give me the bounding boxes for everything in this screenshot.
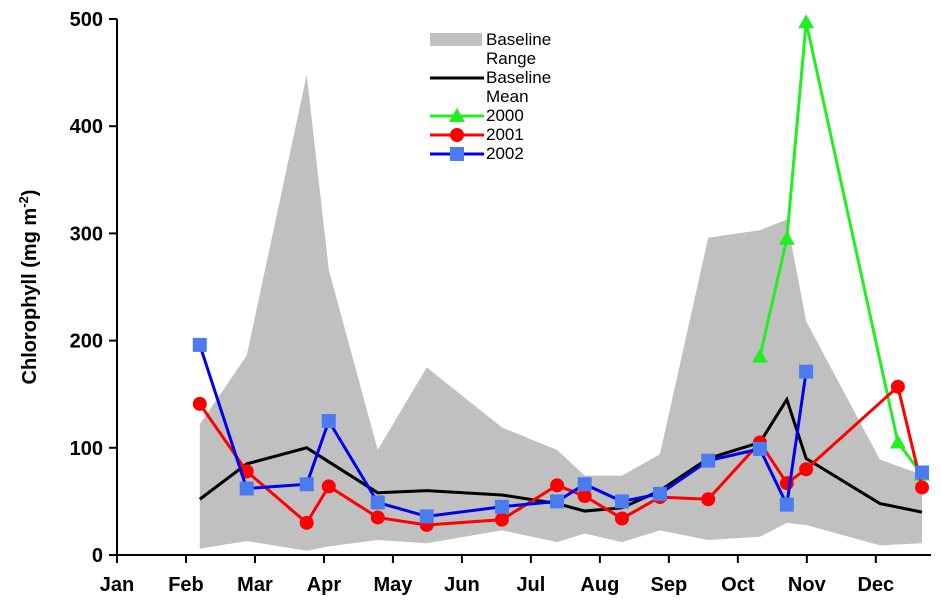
point	[799, 462, 814, 477]
point	[889, 434, 906, 449]
y-tick-label: 300	[70, 223, 103, 245]
legend-label: 2002	[486, 144, 524, 163]
point	[321, 479, 336, 494]
point	[299, 477, 314, 492]
legend-entry: Baseline Range	[428, 30, 578, 68]
legend-symbol	[430, 76, 484, 80]
point	[299, 515, 314, 530]
point	[419, 509, 434, 524]
range-area	[199, 74, 923, 551]
x-tick-label: Apr	[307, 574, 342, 596]
point	[370, 495, 385, 510]
x-tick-label: Jun	[444, 574, 480, 596]
y-tick-label: 500	[70, 9, 103, 31]
point	[192, 337, 207, 352]
legend-symbol	[430, 147, 484, 161]
x-tick-label: May	[373, 574, 413, 596]
legend: Baseline Range Baseline Mean 2000 2001 2002	[428, 30, 578, 163]
x-tick-label: Dec	[857, 574, 894, 596]
point	[494, 512, 509, 527]
point	[752, 441, 767, 456]
point	[550, 478, 565, 493]
point	[751, 348, 768, 363]
y-label-sup: -2	[16, 196, 31, 208]
legend-marker	[450, 128, 464, 142]
legend-symbol	[430, 128, 484, 142]
y-tick-label: 100	[70, 438, 103, 460]
y-tick-label: 200	[70, 331, 103, 353]
legend-marker	[449, 108, 465, 122]
series	[192, 379, 930, 532]
y-label-suffix: )	[19, 190, 41, 197]
point	[799, 364, 814, 379]
legend-marker	[450, 147, 464, 161]
point	[701, 492, 716, 507]
x-tick-label: Aug	[580, 574, 619, 596]
legend-label: 2001	[486, 125, 524, 144]
point	[494, 499, 509, 514]
x-tick-label: Nov	[788, 574, 827, 596]
point	[321, 414, 336, 428]
x-tick-label: Sep	[651, 574, 688, 596]
point	[701, 453, 716, 468]
point	[915, 480, 930, 495]
point	[370, 510, 385, 525]
point	[192, 396, 207, 411]
x-tick-label: Oct	[721, 574, 755, 596]
legend-entry: Baseline Mean	[428, 68, 578, 106]
x-tick-label: Jan	[100, 574, 134, 596]
legend-label: 2000	[486, 106, 524, 125]
legend-entry: 2001	[428, 125, 578, 144]
x-tick-label: Jul	[516, 574, 545, 596]
x-tick-label: Mar	[237, 574, 273, 596]
point	[577, 489, 592, 504]
legend-entry: 2000	[428, 106, 578, 125]
point	[652, 486, 667, 501]
y-axis-label: Chlorophyll (mg m-2)	[16, 190, 41, 385]
y-label-text: Chlorophyll (mg m	[19, 208, 41, 385]
point	[577, 477, 592, 492]
point	[550, 494, 565, 509]
series	[192, 337, 930, 524]
legend-label: Baseline Range	[486, 30, 552, 68]
legend-swatch	[430, 33, 482, 46]
legend-label: Baseline Mean	[486, 68, 552, 106]
y-tick-label: 400	[70, 116, 103, 138]
point	[890, 379, 905, 394]
point	[239, 481, 254, 496]
point	[614, 511, 629, 526]
point	[778, 230, 795, 245]
legend-entry: 2002	[428, 144, 578, 163]
y-tick-label: 0	[92, 545, 103, 567]
point	[798, 14, 815, 29]
legend-symbol	[430, 33, 482, 46]
legend-symbol	[430, 108, 484, 122]
x-tick-label: Feb	[168, 574, 204, 596]
point	[915, 465, 930, 480]
point	[779, 497, 794, 512]
point	[614, 494, 629, 509]
